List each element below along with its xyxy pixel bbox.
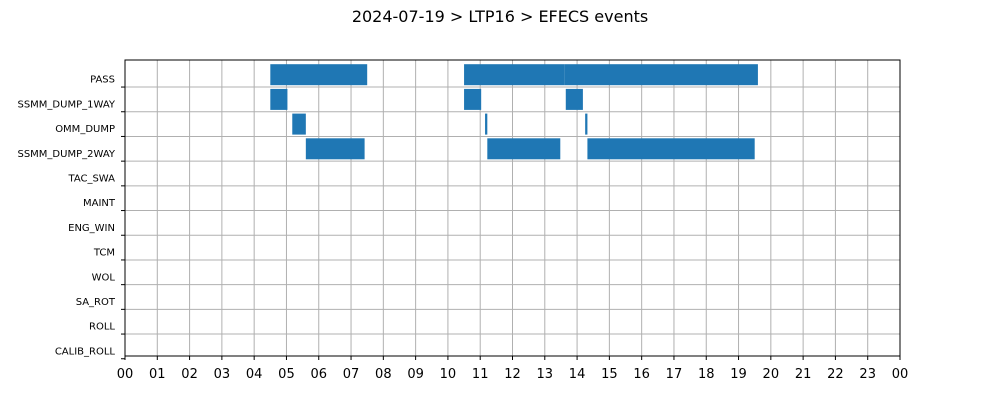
x-tick-label: 18 [698, 367, 715, 382]
event-bar [270, 64, 368, 86]
grid-layer [125, 60, 900, 356]
y-tick-label: SA_ROT [76, 297, 116, 308]
y-tick-label: WOL [92, 272, 116, 283]
x-tick-label: 06 [310, 367, 327, 382]
x-tick-label: 17 [666, 367, 683, 382]
bars-layer [270, 64, 758, 160]
x-tick-label: 12 [504, 367, 521, 382]
y-tick-label: MAINT [83, 198, 116, 209]
x-tick-label: 15 [601, 367, 618, 382]
y-tick-label: ENG_WIN [68, 223, 115, 234]
x-tick-label: 04 [246, 367, 263, 382]
x-axis: 00 01 02 03 04 05 06 07 08 09 10 11 12 13 14 15 16 17 18 19… [117, 356, 909, 382]
event-bar [464, 64, 565, 86]
x-tick-label: 21 [795, 367, 812, 382]
x-tick-label: 09 [407, 367, 424, 382]
x-tick-label: 16 [633, 367, 650, 382]
x-tick-label: 20 [763, 367, 780, 382]
event-bar [464, 88, 482, 110]
event-bar [305, 138, 365, 160]
x-tick-label: 19 [730, 367, 747, 382]
y-tick-label: TAC_SWA [67, 174, 115, 185]
x-tick-label: 00 [892, 367, 909, 382]
y-tick-label: TCM [93, 248, 115, 259]
x-tick-label: 05 [278, 367, 295, 382]
event-bar [587, 138, 755, 160]
x-tick-label: 22 [827, 367, 844, 382]
event-bar [565, 88, 583, 110]
y-tick-label: OMM_DUMP [55, 124, 115, 135]
event-bar [487, 138, 561, 160]
x-tick-label: 13 [537, 367, 554, 382]
event-bar [270, 88, 288, 110]
y-tick-label: PASS [90, 75, 115, 86]
x-tick-label: 10 [440, 367, 457, 382]
x-tick-label: 03 [214, 367, 231, 382]
event-bar [485, 113, 488, 135]
y-tick-label: ROLL [89, 322, 115, 333]
y-tick-label: SSMM_DUMP_2WAY [17, 149, 115, 160]
y-axis: PASS SSMM_DUMP_1WAY OMM_DUMP SSMM_DUMP_2WAY… [17, 75, 125, 360]
event-bar [585, 113, 588, 135]
y-tick-label: CALIB_ROLL [55, 346, 116, 357]
x-tick-label: 08 [375, 367, 392, 382]
y-tick-label: SSMM_DUMP_1WAY [17, 99, 115, 110]
x-tick-label: 07 [343, 367, 360, 382]
x-tick-label: 02 [181, 367, 198, 382]
x-tick-label: 14 [569, 367, 586, 382]
chart-title: 2024-07-19 > LTP16 > EFECS events [352, 7, 648, 26]
x-tick-label: 11 [472, 367, 489, 382]
x-tick-label: 23 [859, 367, 876, 382]
x-tick-label: 01 [149, 367, 166, 382]
event-bar [564, 64, 758, 86]
event-bar [292, 113, 306, 135]
x-tick-label: 00 [117, 367, 134, 382]
